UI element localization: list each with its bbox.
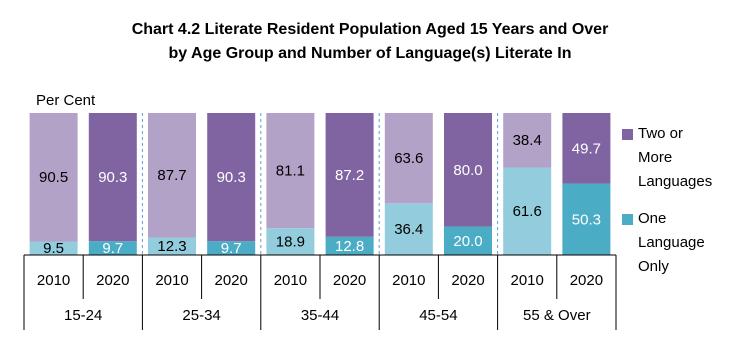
bar-segment	[29, 113, 78, 242]
bar-segment	[207, 241, 256, 255]
x-tick-label: 2020	[96, 272, 129, 289]
x-tick-label: 2010	[274, 272, 307, 289]
x-tick-label: 2010	[155, 272, 188, 289]
value-label: 80.0	[453, 162, 482, 179]
value-label: 63.6	[394, 150, 423, 167]
x-tick-label: 2020	[451, 272, 484, 289]
group-label: 55 & Over	[523, 307, 591, 324]
bar-segment	[444, 226, 492, 255]
bar-segment	[148, 237, 196, 255]
bar-segment	[266, 113, 315, 229]
value-label: 12.3	[157, 238, 186, 255]
value-label: 9.5	[43, 240, 64, 257]
group-label: 35-44	[301, 307, 339, 324]
group-label: 25-34	[182, 307, 220, 324]
chart-title: Chart 4.2 Literate Resident Population A…	[132, 21, 609, 38]
bar-segment	[88, 241, 137, 255]
x-tick-label: 2020	[215, 272, 248, 289]
bar-segment	[325, 113, 374, 237]
value-label: 49.7	[572, 140, 601, 157]
x-tick-label: 2020	[570, 272, 603, 289]
group-label: 15-24	[64, 307, 102, 324]
bar-segment	[503, 113, 552, 168]
bar-segment	[148, 113, 196, 238]
value-label: 38.4	[513, 132, 542, 149]
value-label: 12.8	[335, 238, 364, 255]
value-label: 50.3	[572, 211, 601, 228]
value-label: 18.9	[276, 234, 305, 251]
bar-segment	[88, 113, 137, 242]
bar-segment	[384, 113, 433, 204]
x-tick-label: 2010	[511, 272, 544, 289]
value-label: 90.3	[217, 169, 246, 186]
legend-swatch	[622, 214, 633, 225]
bar-segment	[266, 228, 315, 255]
value-label: 61.6	[513, 203, 542, 220]
value-label: 90.3	[98, 169, 127, 186]
value-label: 9.7	[221, 240, 242, 257]
value-label: 87.7	[157, 167, 186, 184]
bar-segment	[444, 113, 492, 227]
value-label: 36.4	[394, 221, 423, 238]
bar-segment	[384, 203, 433, 255]
bar-segment	[503, 167, 552, 255]
value-label: 20.0	[453, 233, 482, 250]
y-axis-label: Per Cent	[36, 92, 96, 109]
chart-subtitle: by Age Group and Number of Language(s) L…	[169, 45, 572, 62]
bar-segment	[29, 241, 78, 255]
bar-segment	[207, 113, 256, 242]
group-label: 45-54	[419, 307, 457, 324]
value-label: 90.5	[39, 169, 68, 186]
bar-segment	[562, 113, 611, 184]
value-label: 9.7	[102, 240, 123, 257]
legend-swatch	[622, 129, 633, 140]
legend-label: Two or More Languages	[638, 125, 712, 190]
x-tick-label: 2020	[333, 272, 366, 289]
legend-label: One Language Only	[638, 210, 705, 275]
x-tick-label: 2010	[392, 272, 425, 289]
bar-segment	[562, 183, 611, 255]
value-label: 81.1	[276, 163, 305, 180]
bar-segment	[325, 236, 374, 255]
value-label: 87.2	[335, 167, 364, 184]
x-tick-label: 2010	[37, 272, 70, 289]
